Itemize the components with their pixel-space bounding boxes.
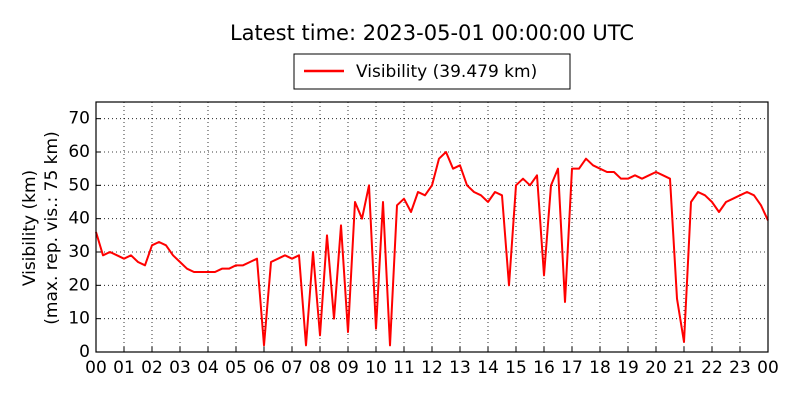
y-tick-label: 10 xyxy=(68,309,90,329)
y-tick-label: 20 xyxy=(68,275,90,295)
x-tick-label: 00 xyxy=(85,358,107,378)
y-tick-label: 50 xyxy=(68,175,90,195)
y-tick-label: 60 xyxy=(68,142,90,162)
data-line xyxy=(95,151,769,347)
chart-title: Latest time: 2023-05-01 00:00:00 UTC xyxy=(230,21,634,45)
x-tick-label: 12 xyxy=(421,358,443,378)
x-tick-label: 10 xyxy=(365,358,387,378)
y-axis-label: (max. rep. vis.: 75 km) xyxy=(42,131,62,324)
x-tick-label: 03 xyxy=(169,358,191,378)
x-tick-label: 07 xyxy=(281,358,303,378)
y-tick-label: 40 xyxy=(68,209,90,229)
x-tick-label: 11 xyxy=(393,358,415,378)
y-tick-label: 70 xyxy=(68,109,90,129)
plot-frame xyxy=(95,101,769,353)
x-tick-label: 06 xyxy=(253,358,275,378)
x-tick-label: 19 xyxy=(617,358,639,378)
x-tick-label: 05 xyxy=(225,358,247,378)
y-tick-label: 0 xyxy=(79,342,90,362)
x-tick-label: 01 xyxy=(113,358,135,378)
x-tick-label: 00 xyxy=(757,358,779,378)
x-tick-label: 08 xyxy=(309,358,331,378)
x-tick-label: 02 xyxy=(141,358,163,378)
x-tick-label: 15 xyxy=(505,358,527,378)
x-tick-label: 22 xyxy=(701,358,723,378)
y-tick-label: 30 xyxy=(68,242,90,262)
x-tick-label: 16 xyxy=(533,358,555,378)
x-tick-label: 13 xyxy=(449,358,471,378)
y-axis-label: Visibility (km) xyxy=(20,170,40,286)
legend-label: Visibility (39.479 km) xyxy=(356,62,537,82)
x-tick-label: 09 xyxy=(337,358,359,378)
x-tick-label: 20 xyxy=(645,358,667,378)
x-tick-label: 14 xyxy=(477,358,499,378)
x-tick-label: 23 xyxy=(729,358,751,378)
x-tick-label: 04 xyxy=(197,358,219,378)
x-tick-label: 18 xyxy=(589,358,611,378)
x-tick-label: 21 xyxy=(673,358,695,378)
x-tick-label: 17 xyxy=(561,358,583,378)
